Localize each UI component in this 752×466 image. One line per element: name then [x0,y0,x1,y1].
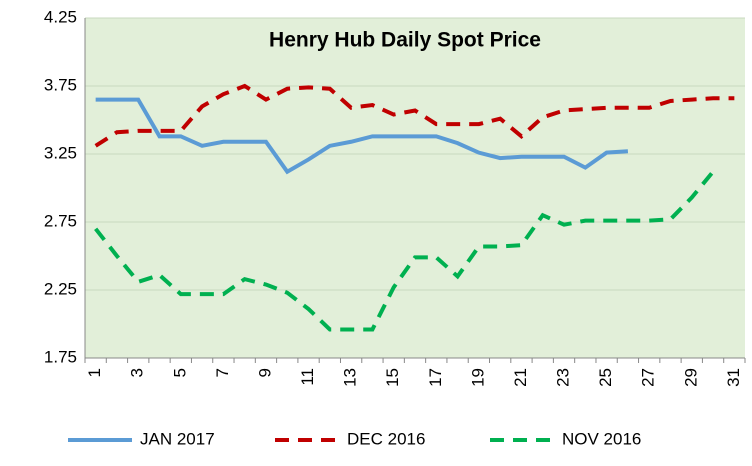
x-tick-label: 5 [170,368,189,377]
x-tick-label: 29 [681,368,700,387]
lines [94,83,735,332]
chart-title: Henry Hub Daily Spot Price [269,29,541,52]
series-line [94,83,735,148]
y-tick-label: 3.25 [44,143,77,162]
legend-label: NOV 2016 [562,429,641,448]
x-tick-label: 19 [468,368,487,387]
x-tick-label: 13 [341,368,360,387]
x-tick-label: 31 [724,368,743,387]
x-tick-label: 11 [298,368,317,386]
legend-label: DEC 2016 [347,429,425,448]
y-tick-label: 3.75 [44,75,77,94]
legend-label: JAN 2017 [140,429,215,448]
grid [84,17,746,363]
series-line [94,170,715,332]
plot-area [85,18,745,358]
series-line [95,97,629,175]
y-tick-label: 2.25 [44,279,77,298]
y-tick-label: 2.75 [44,211,77,230]
y-tick-label: 4.25 [44,7,77,26]
x-tick-label: 23 [554,368,573,387]
x-tick-label: 27 [639,368,658,387]
x-tick-label: 1 [85,368,104,377]
x-tick-label: 7 [213,368,232,377]
x-tick-label: 25 [596,368,615,387]
x-tick-label: 9 [255,368,274,377]
x-tick-label: 21 [511,368,530,387]
x-tick-label: 17 [426,368,445,387]
x-tick-label: 3 [128,368,147,377]
y-tick-label: 1.75 [44,347,77,366]
x-tick-label: 15 [383,368,402,387]
